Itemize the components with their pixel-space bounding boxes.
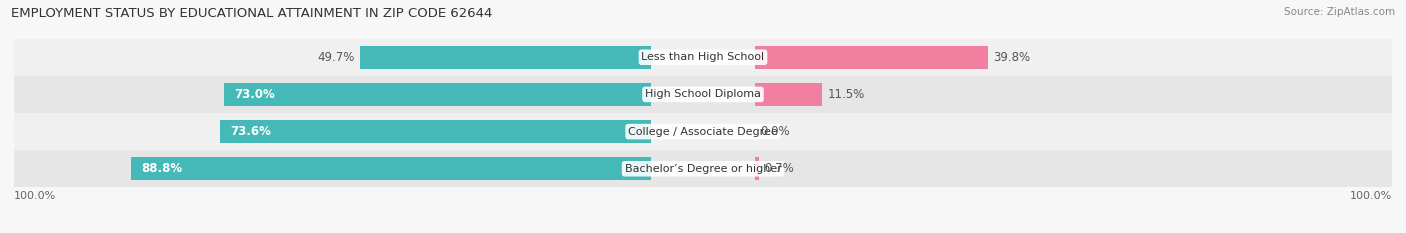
Bar: [360, 46, 651, 69]
Text: 73.6%: 73.6%: [231, 125, 271, 138]
Bar: [224, 83, 651, 106]
Text: 11.5%: 11.5%: [828, 88, 865, 101]
Text: Bachelor’s Degree or higher: Bachelor’s Degree or higher: [624, 164, 782, 174]
Text: High School Diploma: High School Diploma: [645, 89, 761, 99]
Text: 39.8%: 39.8%: [993, 51, 1031, 64]
Bar: [14, 39, 1392, 76]
Text: 49.7%: 49.7%: [318, 51, 354, 64]
Text: 88.8%: 88.8%: [142, 162, 183, 175]
Text: 73.0%: 73.0%: [235, 88, 276, 101]
Bar: [14, 76, 1392, 113]
Text: 0.0%: 0.0%: [761, 125, 790, 138]
Text: 100.0%: 100.0%: [1350, 191, 1392, 201]
Bar: [755, 157, 759, 180]
Bar: [221, 120, 651, 143]
Bar: [755, 46, 988, 69]
Text: 0.7%: 0.7%: [765, 162, 794, 175]
Text: EMPLOYMENT STATUS BY EDUCATIONAL ATTAINMENT IN ZIP CODE 62644: EMPLOYMENT STATUS BY EDUCATIONAL ATTAINM…: [11, 7, 492, 20]
Text: Source: ZipAtlas.com: Source: ZipAtlas.com: [1284, 7, 1395, 17]
Text: 100.0%: 100.0%: [14, 191, 56, 201]
Bar: [14, 150, 1392, 187]
Bar: [131, 157, 651, 180]
Bar: [755, 83, 823, 106]
Text: College / Associate Degree: College / Associate Degree: [628, 127, 778, 137]
Bar: [14, 113, 1392, 150]
Text: Less than High School: Less than High School: [641, 52, 765, 62]
